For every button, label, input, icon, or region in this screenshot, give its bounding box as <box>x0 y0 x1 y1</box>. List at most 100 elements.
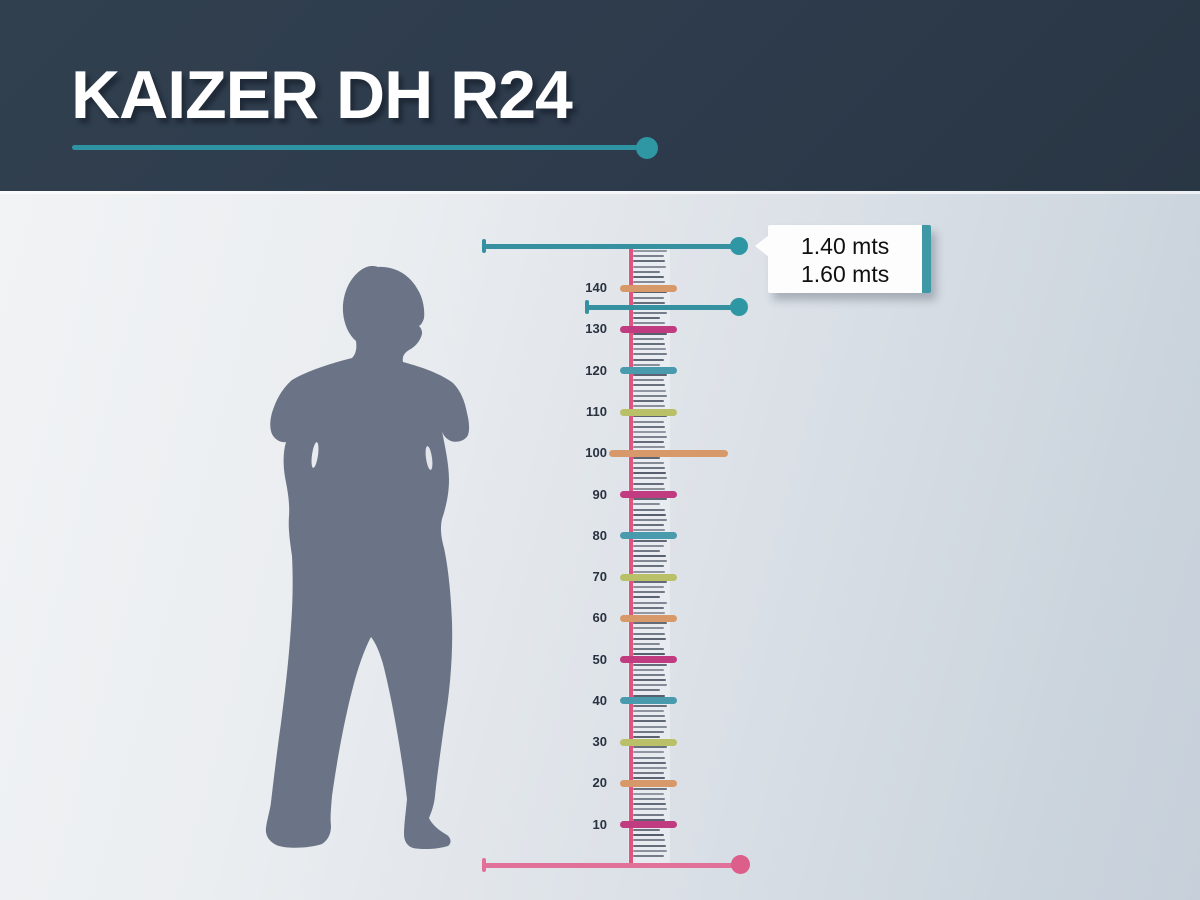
ruler-tick <box>633 777 665 780</box>
ruler-tick <box>633 301 665 304</box>
ruler-tick <box>633 384 665 387</box>
ruler-tick <box>633 565 664 568</box>
ruler-tick <box>633 668 664 671</box>
ruler-mark-bar-60 <box>620 614 677 622</box>
height-range-callout: 1.40 mts 1.60 mts <box>755 225 931 293</box>
ruler-tick <box>633 539 667 542</box>
ruler-tick <box>633 337 664 340</box>
ruler-tick <box>633 808 667 811</box>
ruler-tick <box>633 358 664 361</box>
ruler-tick <box>633 611 665 614</box>
ruler-tick <box>633 622 667 625</box>
ruler-mark-bar-20 <box>620 779 677 787</box>
ruler-mark-bar-130 <box>620 325 677 333</box>
ruler-tick <box>633 353 667 356</box>
ruler-tick <box>633 689 660 692</box>
ruler-mark-bar-30 <box>620 738 677 746</box>
ruler-tick <box>633 281 665 284</box>
ruler-tick <box>633 477 667 480</box>
ruler-tick <box>633 570 665 573</box>
ruler-tick <box>633 436 667 439</box>
child-silhouette <box>265 266 470 850</box>
header-divider <box>0 191 1200 194</box>
ruler-mark-bar-140 <box>620 284 677 292</box>
ruler-tick <box>633 720 666 723</box>
ruler-tick <box>633 250 667 252</box>
ruler-mark-bar-10 <box>620 821 677 829</box>
ruler-tick <box>633 648 664 651</box>
ruler-tick <box>633 394 667 397</box>
ruler-tick <box>633 518 667 521</box>
ruler-tick <box>633 642 660 645</box>
callout-line-2: 1.60 mts <box>801 261 890 287</box>
top-line-end-dot <box>730 237 748 255</box>
ruler-tick <box>633 710 664 713</box>
armpit-gap-left <box>311 442 319 468</box>
ruler-mark-label-120: 120 <box>585 362 607 378</box>
ruler-tick <box>633 461 664 464</box>
ground-line-end-dot <box>731 855 750 874</box>
ruler-mark-label-80: 80 <box>592 527 607 543</box>
ruler-tick <box>633 389 666 392</box>
ruler-tick <box>633 529 665 532</box>
ruler-tick <box>633 601 667 604</box>
ruler-tick <box>633 704 667 707</box>
ruler-tick <box>633 524 664 526</box>
ruler-tick <box>633 374 667 377</box>
ruler-tick <box>633 637 666 640</box>
ruler-tick <box>633 663 667 666</box>
ruler-mark-bar-50 <box>620 656 677 664</box>
ruler-tick <box>633 627 664 630</box>
ruler-tick <box>633 844 666 847</box>
ruler-mark-label-110: 110 <box>586 404 607 420</box>
ruler-mark-label-50: 50 <box>592 651 607 667</box>
ruler-tick <box>633 818 665 821</box>
ruler-tick <box>633 730 664 733</box>
armpit-gap-right <box>425 446 433 470</box>
callout-accent-strip <box>922 225 931 293</box>
ruler-tick <box>633 767 667 769</box>
ruler-tick <box>633 430 666 433</box>
ruler-mark-label-30: 30 <box>592 734 607 750</box>
ruler-tick <box>633 849 667 852</box>
ruler-tick <box>633 317 660 320</box>
ruler-tick <box>633 591 665 594</box>
ruler-mark-label-90: 90 <box>592 486 607 502</box>
ruler-tick <box>633 792 664 795</box>
ruler-tick <box>633 446 665 449</box>
ruler-tick <box>633 829 660 832</box>
ruler-tick <box>633 586 664 589</box>
ruler-tick <box>633 343 665 346</box>
ruler-tick <box>633 425 665 428</box>
ruler-tick <box>633 503 660 506</box>
ruler-tick <box>633 839 665 842</box>
ruler-tick <box>633 415 667 418</box>
ruler-tick <box>633 746 667 749</box>
ruler-mark-label-140: 140 <box>585 280 607 296</box>
callout-text: 1.40 mts 1.60 mts <box>801 232 889 288</box>
ruler-tick <box>633 555 666 558</box>
measure-line-ground <box>484 862 741 868</box>
ruler-mark-label-70: 70 <box>592 569 607 585</box>
ruler-tick <box>633 467 665 470</box>
title-underline-dot <box>636 137 658 159</box>
ruler-tick <box>633 580 667 583</box>
ruler-mark-label-100: 100 <box>585 445 607 461</box>
ruler-mark-label-130: 130 <box>585 321 607 337</box>
ruler-tick <box>633 487 665 490</box>
ruler-tick <box>633 482 664 485</box>
measure-line-mid <box>587 304 737 310</box>
ruler-tick <box>633 751 664 754</box>
ruler-tick <box>633 296 664 299</box>
ruler-tick <box>633 255 664 258</box>
ruler-tick <box>633 420 664 423</box>
ruler-tick <box>633 322 665 325</box>
ruler-tick <box>633 498 667 501</box>
ruler-tick <box>633 549 660 552</box>
ruler-tick <box>633 735 660 738</box>
ruler-tick <box>633 803 666 806</box>
ruler-tick <box>633 725 667 728</box>
ruler-tick <box>633 508 665 511</box>
ruler-mark-label-60: 60 <box>592 610 607 626</box>
